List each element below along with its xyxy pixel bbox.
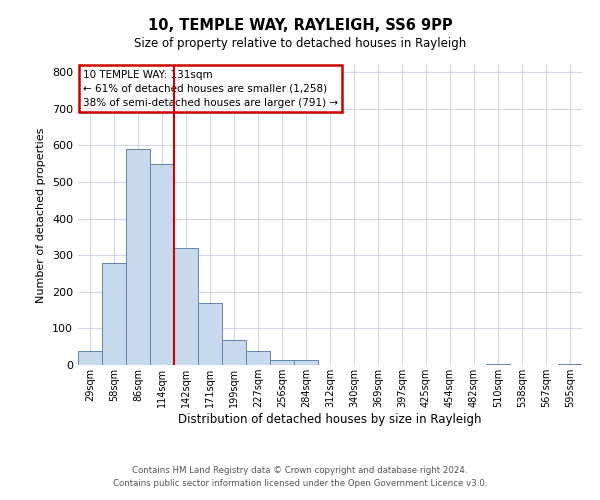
- Bar: [486, 364, 510, 365]
- Text: 10 TEMPLE WAY: 131sqm
← 61% of detached houses are smaller (1,258)
38% of semi-d: 10 TEMPLE WAY: 131sqm ← 61% of detached …: [83, 70, 338, 108]
- Bar: [558, 364, 582, 365]
- Bar: [102, 262, 126, 365]
- Bar: [126, 149, 150, 365]
- Bar: [246, 352, 270, 365]
- Text: 10, TEMPLE WAY, RAYLEIGH, SS6 9PP: 10, TEMPLE WAY, RAYLEIGH, SS6 9PP: [148, 18, 452, 32]
- Bar: [150, 164, 174, 365]
- Bar: [294, 360, 318, 365]
- Y-axis label: Number of detached properties: Number of detached properties: [37, 128, 46, 302]
- Bar: [78, 351, 102, 365]
- Bar: [174, 248, 198, 365]
- X-axis label: Distribution of detached houses by size in Rayleigh: Distribution of detached houses by size …: [178, 413, 482, 426]
- Text: Contains HM Land Registry data © Crown copyright and database right 2024.
Contai: Contains HM Land Registry data © Crown c…: [113, 466, 487, 487]
- Bar: [270, 360, 294, 365]
- Bar: [198, 303, 222, 365]
- Text: Size of property relative to detached houses in Rayleigh: Size of property relative to detached ho…: [134, 38, 466, 51]
- Bar: [222, 340, 246, 365]
